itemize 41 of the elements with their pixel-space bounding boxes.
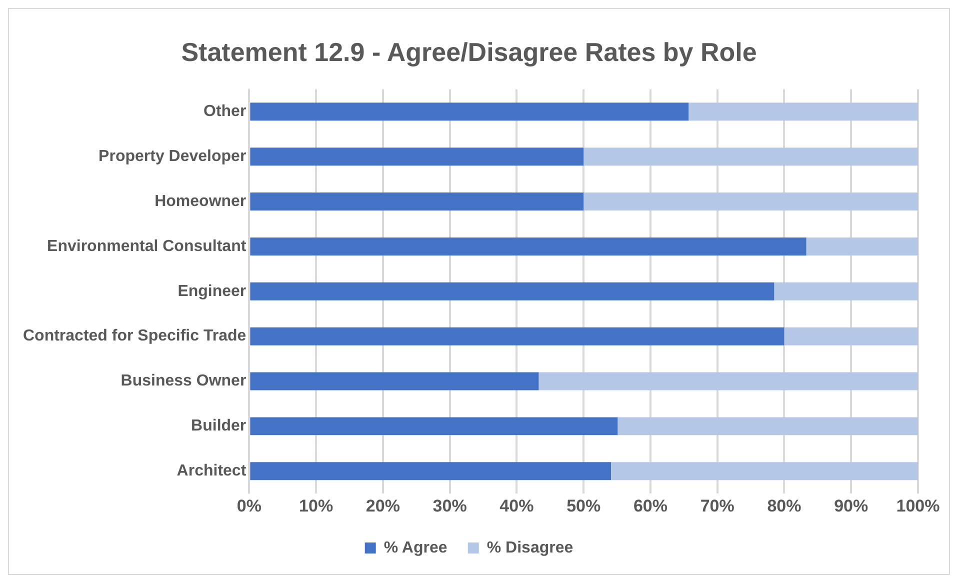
bar [250, 192, 584, 211]
bar [611, 462, 918, 480]
bar [250, 417, 618, 436]
y-tick-label: Builder [191, 418, 246, 435]
x-tick-label: 20% [366, 496, 400, 516]
x-tick-label: 10% [299, 496, 334, 516]
x-tick-label: 30% [432, 496, 467, 516]
y-tick-label: Architect [176, 462, 247, 480]
legend-label: % Agree [384, 539, 448, 556]
bar [806, 237, 918, 256]
y-tick-label: Environmental Consultant [47, 238, 247, 255]
y-tick-label: Other [203, 103, 246, 120]
bar [784, 327, 918, 346]
y-tick-label: Engineer [178, 282, 246, 300]
legend-label: % Disagree [486, 539, 574, 556]
x-tick-label: 0% [236, 496, 262, 516]
x-tick-label: 90% [834, 496, 868, 516]
bar [688, 102, 918, 121]
chart-title: Statement 12.9 - Agree/Disagree Rates by Role [181, 36, 757, 67]
y-tick-label: Homeowner [154, 192, 246, 210]
bar [538, 372, 918, 390]
bar [250, 102, 689, 121]
y-tick-label: Business Owner [120, 372, 246, 390]
bar [250, 327, 784, 346]
bar [250, 237, 806, 256]
y-tick-label: Contracted for Specific Trade [22, 328, 246, 345]
x-tick-label: 60% [633, 496, 668, 516]
bar [250, 282, 774, 300]
bar [774, 282, 918, 300]
bar [250, 462, 612, 480]
x-tick-label: 40% [500, 496, 534, 516]
y-tick-label: Property Developer [98, 148, 246, 166]
bar [584, 148, 918, 166]
bar [250, 372, 539, 390]
bar [584, 192, 918, 211]
x-tick-label: 70% [700, 496, 734, 516]
x-tick-label: 80% [767, 496, 802, 516]
bar [250, 148, 584, 166]
x-tick-label: 100% [896, 496, 940, 516]
x-tick-label: 50% [566, 496, 601, 516]
bar [618, 417, 918, 436]
